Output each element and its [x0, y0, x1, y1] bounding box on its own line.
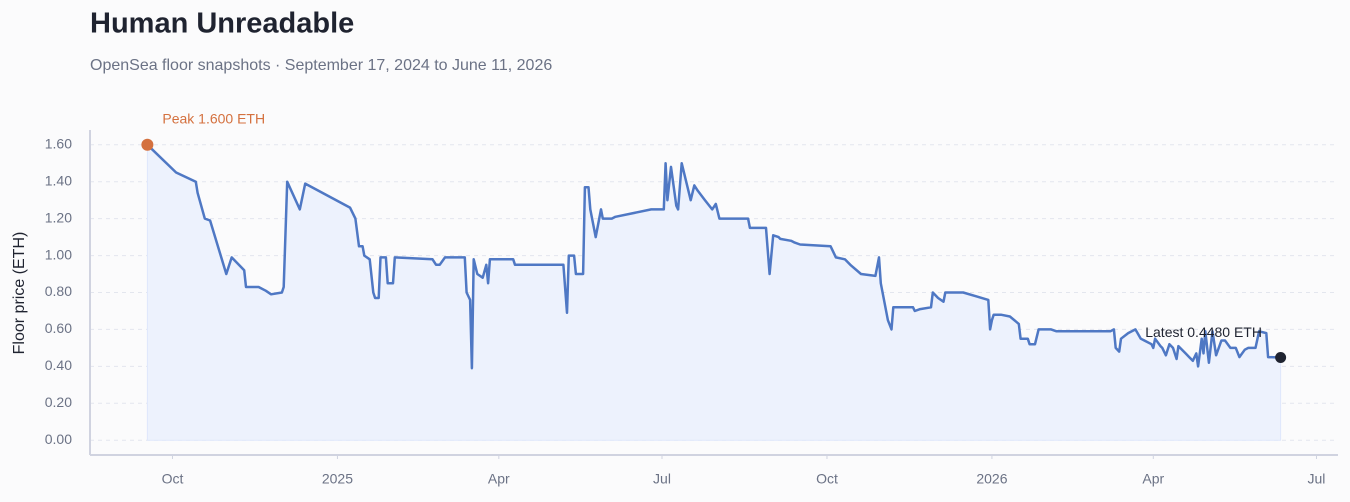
y-tick-label: 0.60	[45, 320, 72, 336]
x-tick-label: Oct	[816, 471, 838, 487]
chart-subtitle: OpenSea floor snapshots · September 17, …	[90, 57, 552, 74]
latest-marker	[1275, 352, 1287, 363]
y-tick-label: 1.00	[45, 246, 72, 262]
peak-marker	[141, 138, 154, 151]
x-tick-label: 2026	[976, 471, 1007, 487]
x-tick-label: Jul	[1308, 471, 1326, 487]
x-tick-label: Jul	[653, 471, 671, 487]
y-tick-label: 0.20	[45, 394, 72, 410]
y-tick-label: 0.40	[45, 357, 72, 373]
y-tick-label: 1.60	[45, 135, 72, 151]
x-tick-label: Apr	[1142, 471, 1164, 487]
x-tick-label: Apr	[488, 471, 510, 487]
y-tick-label: 1.20	[45, 209, 72, 225]
line	[146, 143, 1281, 370]
peak-label: Peak 1.600 ETH	[162, 110, 265, 126]
x-tick-label: 2025	[322, 471, 353, 487]
y-axis-label: Floor price (ETH)	[11, 232, 28, 355]
chart-title: Human Unreadable	[90, 8, 354, 40]
y-tick-label: 1.40	[45, 172, 72, 188]
y-tick-label: 0.00	[45, 431, 72, 447]
y-tick-label: 0.80	[45, 283, 72, 299]
latest-label: Latest 0.4480 ETH	[1145, 324, 1262, 340]
x-tick-label: Oct	[162, 471, 184, 487]
